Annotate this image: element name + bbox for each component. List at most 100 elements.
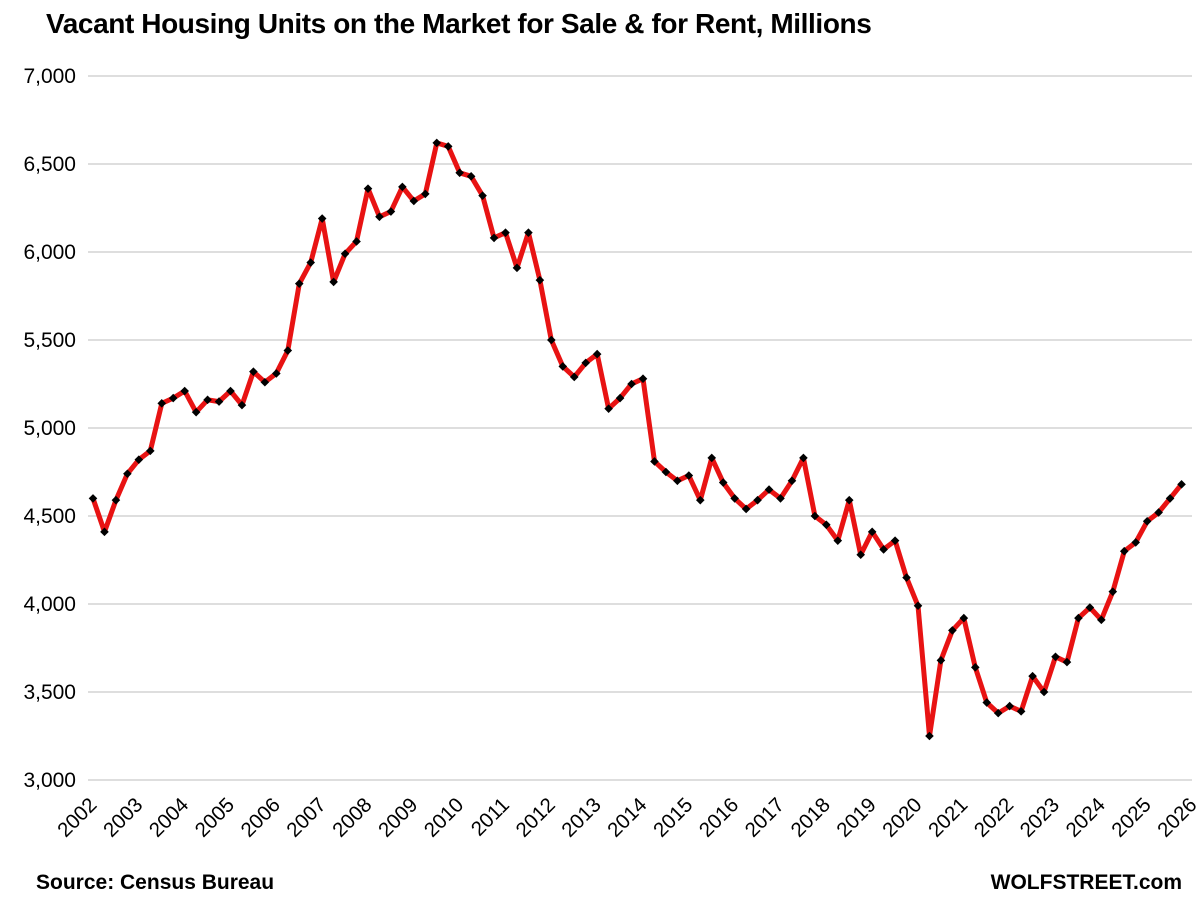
- x-axis-year-label: 2014: [603, 793, 652, 842]
- data-point-marker: [787, 476, 797, 486]
- data-point-marker: [581, 358, 591, 368]
- x-axis-year-label: 2024: [1061, 793, 1110, 842]
- data-point-marker: [363, 184, 373, 193]
- data-point-marker: [822, 520, 831, 530]
- data-point-marker: [1119, 546, 1129, 556]
- data-point-marker: [569, 372, 579, 382]
- x-axis-year-label: 2004: [145, 793, 194, 842]
- y-axis-tick-label: 4,000: [23, 593, 76, 616]
- x-axis-labels: 2002200320042005200620072008200920102011…: [53, 793, 1200, 842]
- data-point-marker: [558, 362, 568, 371]
- y-axis-labels: 7,000 6,500 6,000 5,500 5,000 4,500 4,000 3,500…: [23, 65, 76, 792]
- x-axis-year-label: 2026: [1153, 793, 1200, 842]
- data-point-marker: [443, 142, 453, 151]
- data-point-marker: [856, 550, 866, 560]
- data-point-marker: [352, 237, 361, 246]
- x-axis-year-label: 2006: [236, 793, 285, 842]
- data-point-marker: [1154, 508, 1163, 517]
- data-point-marker: [226, 386, 235, 396]
- data-point-marker: [466, 172, 476, 181]
- x-axis-year-label: 2015: [649, 793, 698, 842]
- data-point-marker: [718, 478, 728, 487]
- data-point-marker: [592, 349, 602, 359]
- data-point-marker: [1085, 603, 1095, 612]
- data-point-marker: [398, 182, 407, 192]
- data-point-marker: [306, 258, 316, 267]
- x-axis-year-label: 2008: [328, 793, 377, 842]
- data-point-marker: [604, 404, 613, 413]
- data-point-marker: [294, 279, 304, 288]
- data-point-marker: [168, 393, 178, 403]
- data-point-marker: [650, 457, 659, 466]
- data-point-marker: [753, 495, 762, 505]
- data-point-marker: [982, 698, 992, 707]
- data-point-marker: [501, 228, 510, 237]
- data-point-marker: [993, 708, 1003, 718]
- data-point-marker: [707, 453, 717, 463]
- y-axis-tick-label: 3,500: [23, 681, 76, 704]
- data-point-marker: [1039, 687, 1049, 697]
- data-point-marker: [145, 446, 155, 456]
- x-axis-year-label: 2002: [53, 793, 102, 842]
- data-point-marker: [764, 485, 774, 494]
- y-gridlines: [88, 75, 1192, 781]
- data-point-marker: [420, 189, 430, 199]
- data-point-marker: [661, 467, 671, 477]
- x-axis-year-label: 2023: [1016, 793, 1065, 842]
- data-point-marker: [776, 494, 785, 503]
- data-point-marker: [833, 536, 843, 545]
- data-point-marker: [913, 601, 923, 611]
- data-point-marker: [1051, 652, 1060, 662]
- x-axis-year-label: 2020: [878, 793, 927, 842]
- x-axis-year-label: 2018: [786, 793, 835, 842]
- source-note: Source: Census Bureau: [36, 871, 275, 894]
- data-point-marker: [134, 455, 144, 464]
- y-axis-tick-label: 6,500: [23, 153, 76, 176]
- data-point-marker: [409, 196, 419, 206]
- data-point-marker: [799, 453, 808, 463]
- x-axis-year-label: 2016: [695, 793, 744, 842]
- data-point-marker: [111, 495, 121, 505]
- data-point-marker: [524, 228, 533, 237]
- data-point-marker: [432, 138, 442, 148]
- data-point-marker: [1097, 615, 1106, 625]
- data-point-marker: [203, 395, 212, 405]
- vacancy-data-line: [90, 140, 1184, 739]
- data-point-marker: [489, 233, 499, 243]
- data-point-marker: [902, 573, 911, 582]
- data-point-marker: [1142, 516, 1152, 526]
- data-point-marker: [638, 374, 648, 384]
- wolfstreet-brand: WOLFSTREET.com: [990, 871, 1182, 894]
- x-axis-year-label: 2003: [99, 793, 148, 842]
- data-point-marker: [741, 504, 751, 514]
- x-axis-year-label: 2017: [741, 793, 790, 842]
- data-point-marker: [455, 168, 464, 178]
- data-point-marker: [249, 367, 258, 376]
- y-axis-tick-label: 7,000: [23, 65, 76, 88]
- data-point-marker: [1062, 657, 1072, 667]
- y-axis-tick-label: 4,500: [23, 505, 76, 528]
- data-point-marker: [970, 663, 980, 672]
- data-point-marker: [959, 613, 969, 623]
- data-point-marker: [730, 494, 739, 503]
- data-point-marker: [948, 626, 957, 635]
- data-point-marker: [673, 476, 682, 486]
- x-axis-year-label: 2021: [924, 793, 973, 842]
- data-point-marker: [88, 494, 98, 503]
- data-point-marker: [1074, 613, 1083, 623]
- data-point-marker: [810, 511, 820, 521]
- data-point-marker: [317, 214, 327, 223]
- data-point-marker: [478, 191, 487, 200]
- data-point-marker: [375, 212, 384, 222]
- x-axis-year-label: 2009: [374, 793, 423, 842]
- data-point-marker: [925, 731, 934, 741]
- data-point-marker: [1177, 480, 1186, 489]
- x-axis-year-label: 2012: [511, 793, 560, 842]
- x-axis-year-label: 2025: [1107, 793, 1156, 842]
- data-point-marker: [340, 249, 350, 259]
- data-point-marker: [237, 400, 247, 410]
- y-axis-tick-label: 5,500: [23, 329, 76, 352]
- data-point-marker: [890, 536, 900, 545]
